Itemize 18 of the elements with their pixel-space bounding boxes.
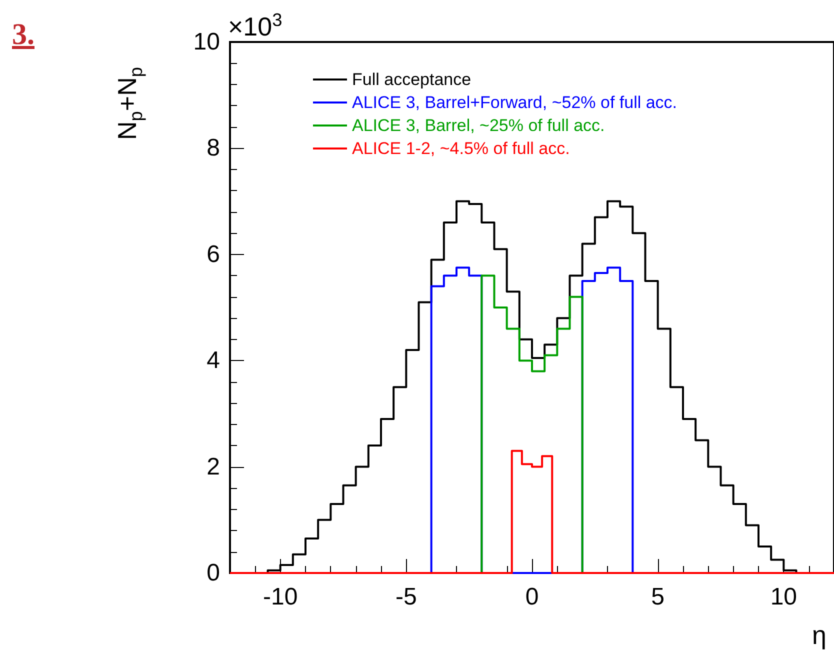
x-tick-label: 0	[525, 584, 539, 610]
legend-label: ALICE 1-2, ~4.5% of full acc.	[352, 139, 570, 158]
y-tick-label: 2	[206, 453, 220, 480]
y-tick-label: 10	[193, 28, 220, 56]
y-tick-label: 4	[206, 347, 220, 374]
x-tick-label: -5	[395, 584, 417, 610]
y-tick-label: 8	[206, 134, 220, 162]
legend-label: ALICE 3, Barrel, ~25% of full acc.	[352, 116, 605, 135]
x-tick-label: 5	[651, 584, 665, 610]
chart-title: 3.	[12, 18, 34, 52]
legend-label: Full acceptance	[352, 70, 472, 89]
text: ×10$^{3}$	[228, 10, 282, 43]
x-tick-label: 10	[770, 584, 798, 610]
y-tick-label: 6	[206, 240, 220, 268]
y-tick-label: 0	[206, 560, 220, 586]
x-tick-label: -10	[262, 584, 298, 610]
x-axis-title: η	[812, 620, 826, 651]
legend-label: ALICE 3, Barrel+Forward, ~52% of full acc.	[352, 93, 678, 112]
